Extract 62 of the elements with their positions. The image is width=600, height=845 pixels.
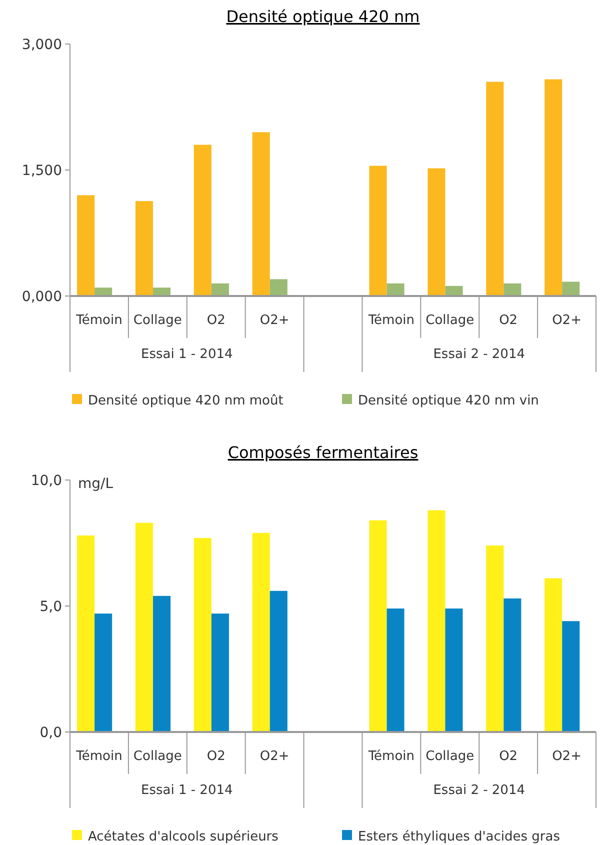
x-tick-label: Collage bbox=[426, 313, 474, 328]
bar bbox=[152, 596, 171, 732]
bar bbox=[270, 279, 288, 296]
y-axis-title: mg/L bbox=[78, 476, 114, 492]
bar bbox=[194, 538, 212, 732]
bar bbox=[486, 546, 504, 732]
chart-title: Composés fermentaires bbox=[228, 443, 418, 462]
bar bbox=[486, 82, 504, 296]
y-tick-label: 0,000 bbox=[22, 288, 62, 305]
bar bbox=[562, 621, 580, 732]
x-tick-label: O2+ bbox=[260, 313, 290, 328]
legend-label: Densité optique 420 nm moût bbox=[88, 394, 284, 409]
x-tick-label: Témoin bbox=[75, 749, 122, 764]
bar bbox=[562, 282, 580, 296]
x-tick-label: Collage bbox=[133, 313, 182, 328]
bar bbox=[94, 614, 112, 732]
bar bbox=[135, 201, 153, 296]
bar bbox=[270, 590, 288, 732]
bar bbox=[77, 195, 95, 296]
bar bbox=[369, 520, 387, 732]
chart-title: Densité optique 420 nm bbox=[226, 7, 420, 26]
bar bbox=[211, 283, 229, 296]
bar bbox=[252, 532, 270, 732]
text: Essai 2 - 2014 bbox=[433, 347, 525, 362]
bar bbox=[445, 608, 463, 732]
x-tick-label: O2+ bbox=[552, 313, 582, 328]
bar bbox=[135, 522, 153, 732]
x-tick-label: Collage bbox=[133, 749, 182, 764]
text: Essai 1 - 2014 bbox=[141, 783, 233, 798]
y-tick-label: 1,500 bbox=[22, 162, 62, 179]
bar bbox=[504, 598, 522, 732]
y-tick-label: 0,0 bbox=[40, 724, 62, 741]
x-tick-label: O2+ bbox=[260, 749, 290, 764]
x-tick-label: Témoin bbox=[367, 749, 415, 764]
bar bbox=[544, 79, 562, 296]
bar bbox=[544, 578, 562, 732]
bar bbox=[77, 535, 95, 732]
legend-label: Esters éthyliques d'acides gras bbox=[358, 830, 560, 845]
bar bbox=[252, 132, 270, 296]
legend-label: Densité optique 420 nm vin bbox=[358, 394, 539, 409]
bar bbox=[386, 283, 404, 296]
bar bbox=[386, 608, 404, 732]
y-tick-label: 3,000 bbox=[22, 36, 62, 53]
y-tick-label: 5,0 bbox=[40, 598, 62, 615]
x-tick-label: O2 bbox=[499, 313, 518, 328]
x-tick-label: O2+ bbox=[552, 749, 582, 764]
x-tick-label: O2 bbox=[206, 749, 226, 764]
legend-label: Acétates d'alcools supérieurs bbox=[88, 830, 279, 845]
x-tick-label: O2 bbox=[206, 313, 226, 328]
bar bbox=[428, 168, 446, 296]
y-tick-label: 10,0 bbox=[30, 472, 62, 489]
x-tick-label: Témoin bbox=[75, 313, 122, 328]
text: Essai 1 - 2014 bbox=[141, 347, 233, 362]
bar bbox=[211, 614, 229, 732]
bar bbox=[369, 166, 387, 296]
x-tick-label: Témoin bbox=[367, 313, 415, 328]
bar bbox=[194, 144, 212, 296]
x-tick-label: Collage bbox=[426, 749, 474, 764]
bar bbox=[504, 283, 522, 296]
text: Essai 2 - 2014 bbox=[433, 783, 525, 798]
x-tick-label: O2 bbox=[499, 749, 518, 764]
bar bbox=[428, 510, 446, 732]
